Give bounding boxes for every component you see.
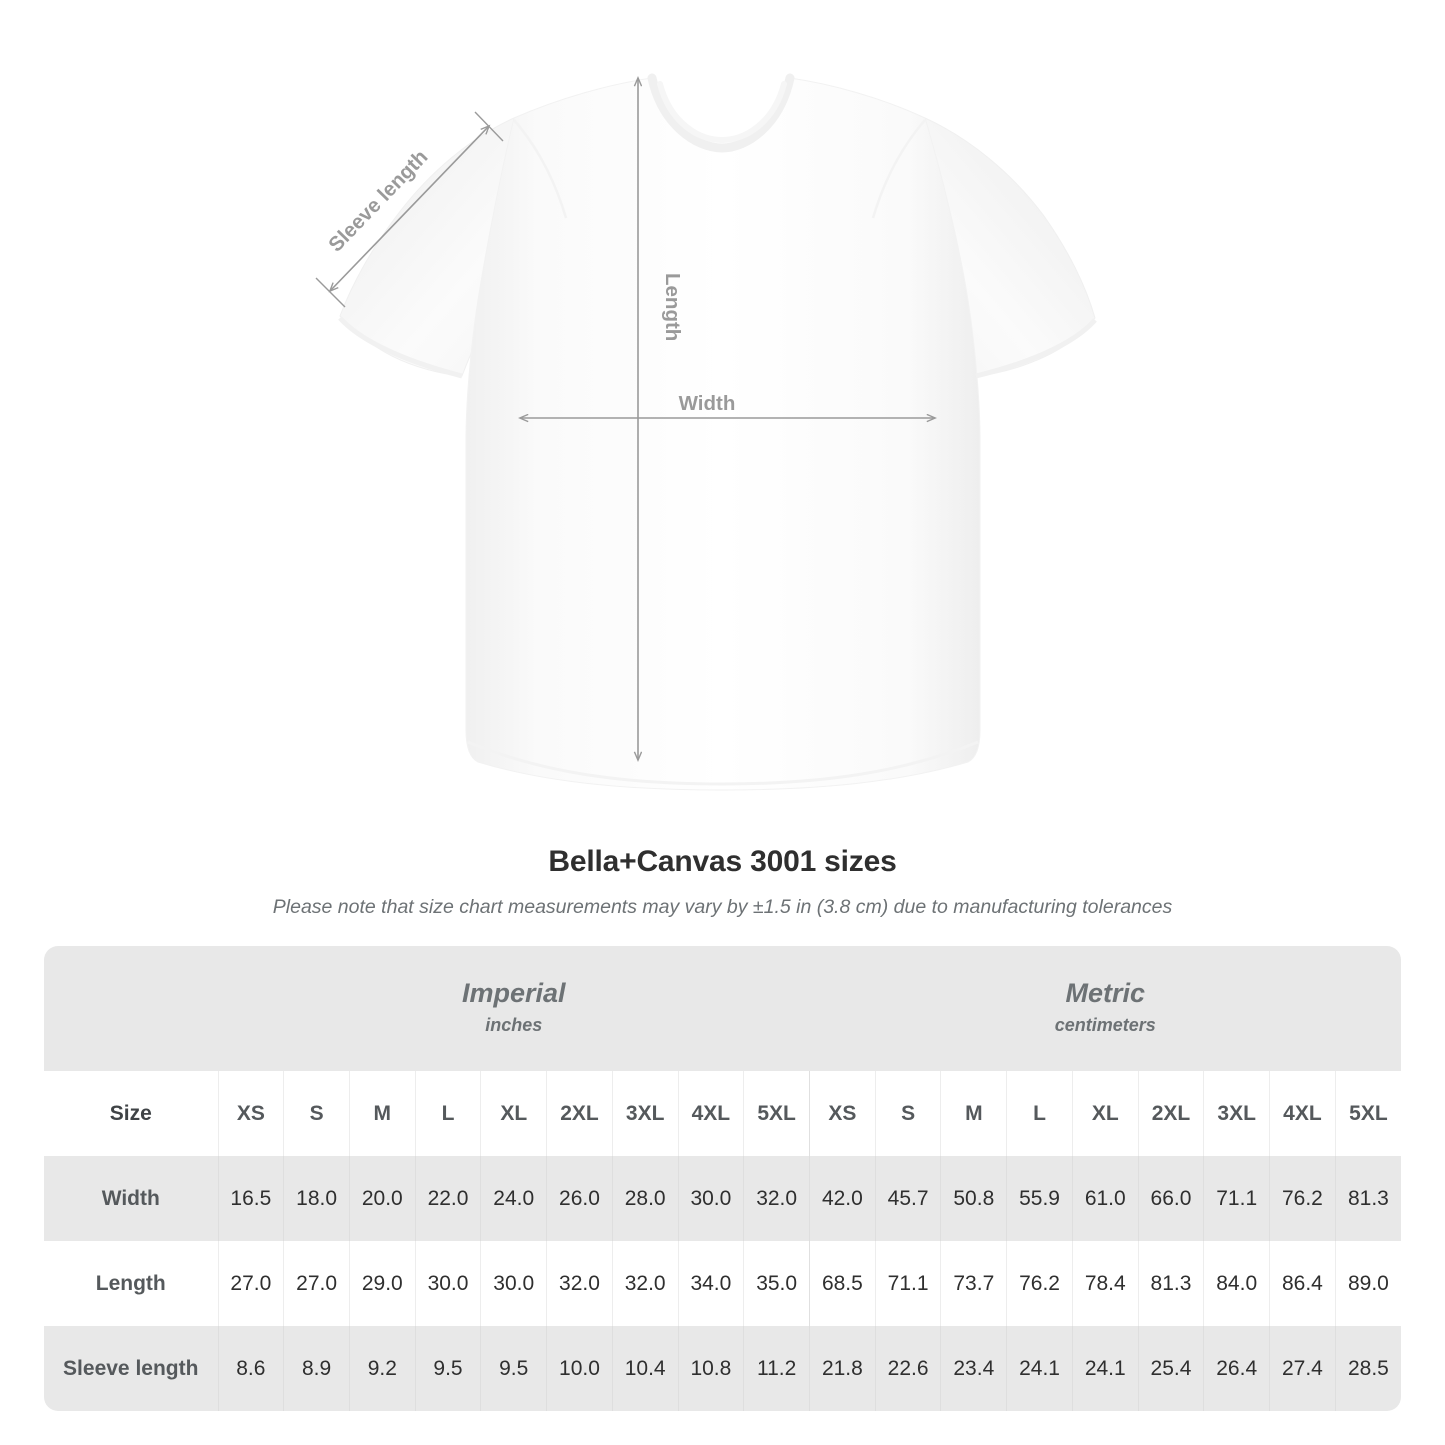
tshirt-shape: [338, 73, 1097, 791]
measurement-value: 78.4: [1071, 1241, 1139, 1326]
measurement-value: 68.5: [809, 1241, 876, 1326]
measurement-value: 30.0: [414, 1241, 481, 1326]
size-header-m-metric: M: [940, 1071, 1007, 1156]
measurement-value: 28.0: [611, 1156, 679, 1241]
measurement-value: 30.0: [480, 1241, 547, 1326]
measurement-value: 61.0: [1071, 1156, 1139, 1241]
measurement-value: 24.1: [1071, 1326, 1139, 1411]
size-header-m-imperial: M: [348, 1071, 416, 1156]
measurement-value: 24.0: [480, 1156, 547, 1241]
measurement-value: 23.4: [940, 1326, 1007, 1411]
measurement-value: 45.7: [874, 1156, 941, 1241]
measurement-value: 42.0: [809, 1156, 876, 1241]
unit-group-name: Imperial: [461, 978, 566, 1009]
measurement-value: 22.0: [414, 1156, 481, 1241]
size-header-xl-imperial: XL: [480, 1071, 547, 1156]
size-header-5xl-metric: 5XL: [1334, 1071, 1401, 1156]
unit-group-metric: Metric centimeters: [809, 946, 1401, 1071]
measurement-value: 71.1: [874, 1241, 941, 1326]
measurement-value: 50.8: [940, 1156, 1007, 1241]
size-header-5xl-imperial: 5XL: [743, 1071, 810, 1156]
size-chart-table: Imperial inches Metric centimeters Size …: [44, 946, 1401, 1411]
measurement-value: 76.2: [1269, 1156, 1336, 1241]
tshirt-measurement-diagram: Width Length Sleeve length: [315, 73, 1097, 791]
measurement-value: 26.4: [1203, 1326, 1270, 1411]
measurement-value: 27.0: [217, 1241, 284, 1326]
size-header-2xl-imperial: 2XL: [546, 1071, 613, 1156]
measurement-value: 32.0: [743, 1156, 810, 1241]
measurement-value: 71.1: [1203, 1156, 1270, 1241]
table-row: Length 27.0 27.0 29.0 30.0 30.0 32.0 32.0 34.0 35…: [44, 1241, 1401, 1326]
measurement-value: 24.1: [1006, 1326, 1073, 1411]
sleeve-length-arrow: [315, 111, 504, 308]
measurement-value: 11.2: [743, 1326, 810, 1411]
measurement-value: 8.6: [217, 1326, 284, 1411]
measurement-value: 89.0: [1334, 1241, 1401, 1326]
measurement-value: 20.0: [348, 1156, 416, 1241]
measurement-value: 16.5: [217, 1156, 284, 1241]
table-row: Width 16.5 18.0 20.0 22.0 24.0 26.0 28.0 30.0 32.…: [44, 1156, 1401, 1241]
measurement-value: 27.0: [283, 1241, 350, 1326]
unit-group-unit: inches: [485, 1014, 543, 1035]
page-title: Bella+Canvas 3001 sizes: [548, 845, 897, 878]
measurement-value: 66.0: [1137, 1156, 1204, 1241]
measurement-value: 84.0: [1203, 1241, 1270, 1326]
measurement-value: 32.0: [611, 1241, 679, 1326]
measurement-value: 28.5: [1334, 1326, 1401, 1411]
measurement-value: 9.2: [348, 1326, 416, 1411]
measurement-value: 9.5: [414, 1326, 481, 1411]
measurement-value: 8.9: [283, 1326, 350, 1411]
size-header-xl-metric: XL: [1071, 1071, 1139, 1156]
measurement-value: 22.6: [874, 1326, 941, 1411]
size-column-header: Size: [44, 1071, 218, 1156]
unit-system-band-row: Imperial inches Metric centimeters: [44, 946, 1401, 1071]
unit-band-spacer: [44, 946, 218, 1071]
size-header-xs-metric: XS: [809, 1071, 876, 1156]
measurement-label: Sleeve length: [44, 1326, 218, 1411]
size-chart-table-container: Imperial inches Metric centimeters Size …: [44, 946, 1401, 1411]
measurement-value: 26.0: [546, 1156, 613, 1241]
unit-group-imperial: Imperial inches: [218, 946, 810, 1071]
size-header-row: Size XS S M L XL 2XL 3XL 4XL 5XL XS S M L XL 2XL 3XL 4XL…: [44, 1071, 1401, 1156]
tolerance-note: Please note that size chart measurements…: [272, 896, 1173, 918]
measurement-value: 86.4: [1269, 1241, 1336, 1326]
measurement-value: 35.0: [743, 1241, 810, 1326]
size-header-s-metric: S: [874, 1071, 941, 1156]
unit-group-unit: centimeters: [1054, 1014, 1156, 1035]
length-label: Length: [661, 273, 684, 341]
size-header-4xl-metric: 4XL: [1269, 1071, 1336, 1156]
width-label: Width: [679, 392, 736, 415]
unit-group-name: Metric: [1065, 978, 1146, 1009]
size-header-4xl-imperial: 4XL: [677, 1071, 744, 1156]
measurement-value: 27.4: [1269, 1326, 1336, 1411]
measurement-value: 76.2: [1006, 1241, 1073, 1326]
measurement-label: Length: [44, 1241, 218, 1326]
tshirt-illustration: Width Length Sleeve length: [315, 73, 1097, 791]
size-header-xs-imperial: XS: [217, 1071, 284, 1156]
size-header-3xl-imperial: 3XL: [611, 1071, 679, 1156]
measurement-value: 81.3: [1137, 1241, 1204, 1326]
measurement-value: 29.0: [348, 1241, 416, 1326]
measurement-value: 73.7: [940, 1241, 1007, 1326]
measurement-value: 10.4: [611, 1326, 679, 1411]
measurement-value: 10.8: [677, 1326, 744, 1411]
measurement-value: 18.0: [283, 1156, 350, 1241]
measurement-value: 21.8: [809, 1326, 876, 1411]
measurement-value: 9.5: [480, 1326, 547, 1411]
size-header-s-imperial: S: [283, 1071, 350, 1156]
measurement-value: 32.0: [546, 1241, 613, 1326]
size-chart-body: Width 16.5 18.0 20.0 22.0 24.0 26.0 28.0 30.0 32.…: [44, 1156, 1401, 1411]
measurement-value: 55.9: [1006, 1156, 1073, 1241]
table-row: Sleeve length 8.6 8.9 9.2 9.5 9.5 10.0 10.4 10.8…: [44, 1326, 1401, 1411]
measurement-value: 34.0: [677, 1241, 744, 1326]
measurement-label: Width: [44, 1156, 218, 1241]
size-header-l-imperial: L: [414, 1071, 481, 1156]
measurement-value: 10.0: [546, 1326, 613, 1411]
measurement-value: 30.0: [677, 1156, 744, 1241]
size-header-2xl-metric: 2XL: [1137, 1071, 1204, 1156]
measurement-value: 25.4: [1137, 1326, 1204, 1411]
measurement-value: 81.3: [1334, 1156, 1401, 1241]
size-header-l-metric: L: [1006, 1071, 1073, 1156]
size-header-3xl-metric: 3XL: [1203, 1071, 1270, 1156]
